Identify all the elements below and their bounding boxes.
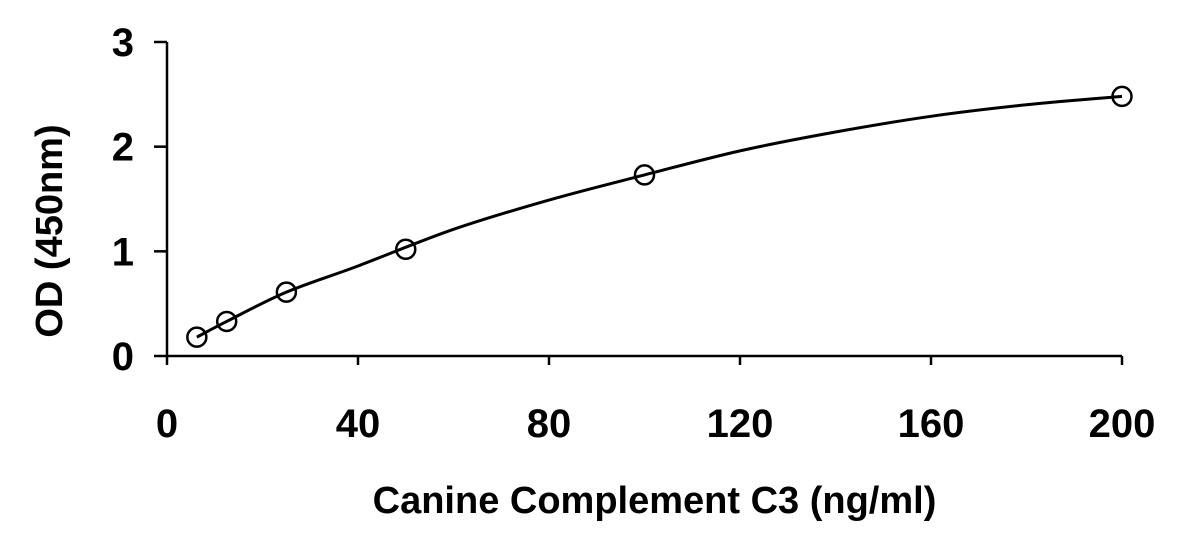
x-tick-label: 200 [1089, 402, 1156, 446]
data-points [186, 85, 1133, 348]
y-tick-label: 1 [112, 230, 134, 274]
y-tick-label: 0 [112, 335, 134, 379]
data-point [633, 164, 656, 186]
x-tick-label: 120 [707, 402, 774, 446]
data-point [215, 310, 238, 333]
x-axis-title: Canine Complement C3 (ng/ml) [373, 480, 937, 522]
axes [165, 42, 1122, 358]
fit-curve [196, 94, 1123, 339]
data-point [275, 281, 298, 303]
y-tick-label: 3 [112, 21, 134, 65]
x-tick-label: 160 [898, 402, 965, 446]
data-point [186, 326, 208, 348]
x-tick-label: 40 [336, 402, 381, 446]
ticks: 0 40 80 120 160 200 0 1 2 3 [112, 21, 1156, 446]
data-point [395, 238, 417, 260]
y-tick-label: 2 [112, 126, 134, 170]
x-tick-label: 80 [527, 402, 572, 446]
fit-curve-layer [196, 94, 1123, 339]
x-tick-label: 0 [156, 402, 178, 446]
data-point [1111, 85, 1133, 108]
y-axis-title: OD (450nm) [29, 124, 71, 337]
